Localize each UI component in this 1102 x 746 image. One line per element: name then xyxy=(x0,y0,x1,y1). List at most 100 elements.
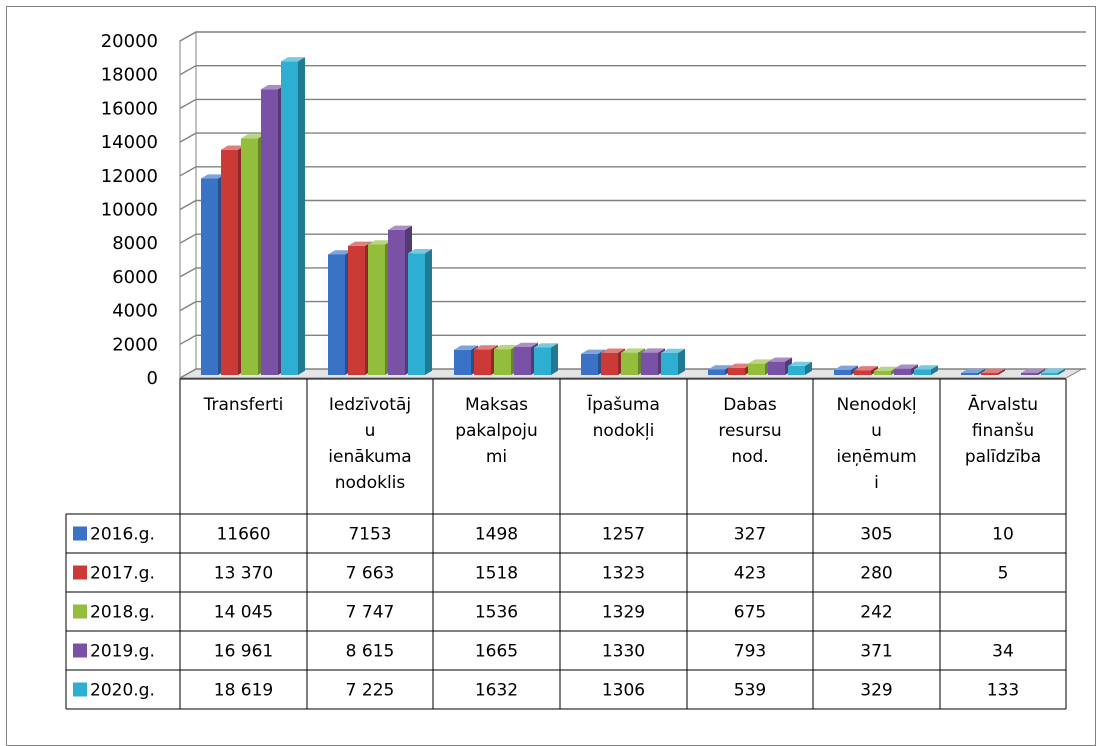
bar xyxy=(1041,368,1065,375)
gridline xyxy=(179,267,1086,278)
category-label: Transferti xyxy=(203,395,284,415)
bar-front xyxy=(328,254,345,375)
y-tick-label: 16000 xyxy=(101,98,158,119)
bar-top xyxy=(474,345,498,350)
category-label: Maksas pakalpoju mi xyxy=(455,395,538,467)
bar-front xyxy=(534,347,551,375)
data-table-value: 329 xyxy=(860,681,892,701)
bar-top xyxy=(388,225,412,230)
data-table-value: 1257 xyxy=(602,525,645,545)
data-table-value: 1306 xyxy=(602,681,645,701)
data-table-value: 793 xyxy=(734,642,766,662)
data-table-value: 423 xyxy=(734,564,766,584)
data-table-value: 7 663 xyxy=(346,564,395,584)
category-label-line: ienākuma xyxy=(328,447,411,467)
data-table-value: 7 225 xyxy=(346,681,395,701)
bar-top xyxy=(788,361,812,366)
y-axis-ticks: 0 2000 4000 6000 8000 10000 12000 14000 16000 180… xyxy=(101,31,158,389)
chart-bars xyxy=(201,57,1065,376)
bar-top xyxy=(661,348,685,353)
bar-top xyxy=(708,365,732,370)
bar-side xyxy=(805,361,812,375)
data-table-value: 14 045 xyxy=(214,603,273,623)
bar-top xyxy=(641,348,665,353)
gridline xyxy=(179,334,1086,345)
category-label-line: Maksas xyxy=(465,395,528,415)
data-table-value: 133 xyxy=(987,681,1019,701)
bar-front xyxy=(388,229,405,375)
bar-top xyxy=(981,368,1005,373)
data-table-value: 1665 xyxy=(475,642,518,662)
data-table-value: 34 xyxy=(992,642,1014,662)
bar-front xyxy=(1041,372,1058,375)
y-tick-label: 0 xyxy=(147,368,158,389)
bar-top xyxy=(728,363,752,368)
bar xyxy=(981,368,1005,375)
data-table: Transferti Iedzīvotāj u ienākuma nodoklis Mak… xyxy=(65,378,1067,710)
chart-svg: 0 2000 4000 6000 8000 10000 12000 14000 16000 180… xyxy=(65,31,1086,710)
data-table-value: 1329 xyxy=(602,603,645,623)
bar-top xyxy=(494,344,518,350)
gridline xyxy=(179,300,1086,312)
category-label-line: u xyxy=(365,421,376,441)
bar-top xyxy=(874,366,898,371)
data-table-value: 7153 xyxy=(348,525,391,545)
bar-front xyxy=(514,346,531,375)
bar-front xyxy=(581,353,598,375)
bar-side xyxy=(298,57,305,375)
legend-label: 2016.g. xyxy=(90,525,155,545)
gridline xyxy=(179,166,1086,177)
bar-side xyxy=(998,368,1005,375)
bar xyxy=(1021,368,1045,375)
data-table-value: 371 xyxy=(860,642,892,662)
data-table-value: 7 747 xyxy=(346,603,395,623)
data-table-value: 1536 xyxy=(475,603,518,623)
bar-top xyxy=(1041,368,1065,373)
legend-swatch xyxy=(73,604,87,619)
bar xyxy=(788,361,812,375)
bar-front xyxy=(961,373,978,375)
legend-label: 2020.g. xyxy=(90,681,155,701)
bar xyxy=(661,348,685,375)
category-label-line: nod. xyxy=(731,447,768,467)
bar-front xyxy=(494,349,511,375)
bar-top xyxy=(221,145,245,150)
bar-top xyxy=(961,368,985,373)
bar-top xyxy=(768,357,792,362)
data-table-value: 1632 xyxy=(475,681,518,701)
bar-front xyxy=(221,149,238,375)
category-label-line: mi xyxy=(486,447,507,467)
bar xyxy=(914,365,938,375)
y-tick-label: 4000 xyxy=(112,301,158,322)
bar-top xyxy=(748,359,772,364)
bar-top xyxy=(854,366,878,371)
bar-front xyxy=(788,365,805,375)
bar-front xyxy=(768,361,785,375)
data-table-value: 11660 xyxy=(216,525,270,545)
bar-top xyxy=(601,348,625,353)
data-table-value: 8 615 xyxy=(346,642,395,662)
bar-front xyxy=(854,370,871,375)
bar-side xyxy=(871,366,878,375)
category-label-line: finanšu xyxy=(972,421,1034,441)
category-label-line: nodokļi xyxy=(593,421,655,441)
data-table-value: 539 xyxy=(734,681,766,701)
bar-top xyxy=(281,57,305,62)
y-tick-label: 12000 xyxy=(101,166,158,187)
data-table-value: 1323 xyxy=(602,564,645,584)
bar xyxy=(281,57,305,376)
bar-front xyxy=(348,245,365,375)
data-table-value: 1498 xyxy=(475,525,518,545)
legend-label: 2019.g. xyxy=(90,642,155,662)
y-tick-label: 18000 xyxy=(101,65,158,86)
bar-top xyxy=(834,365,858,370)
category-label-line: Iedzīvotāj xyxy=(329,395,411,415)
bar-front xyxy=(914,369,931,375)
gridline xyxy=(179,31,1086,42)
gridline xyxy=(179,98,1086,110)
category-label-line: Īpašuma xyxy=(587,393,660,415)
bar-front xyxy=(1021,373,1038,375)
category-label-line: u xyxy=(871,421,882,441)
chart-gridlines xyxy=(179,31,1086,379)
bar-top xyxy=(348,241,372,246)
